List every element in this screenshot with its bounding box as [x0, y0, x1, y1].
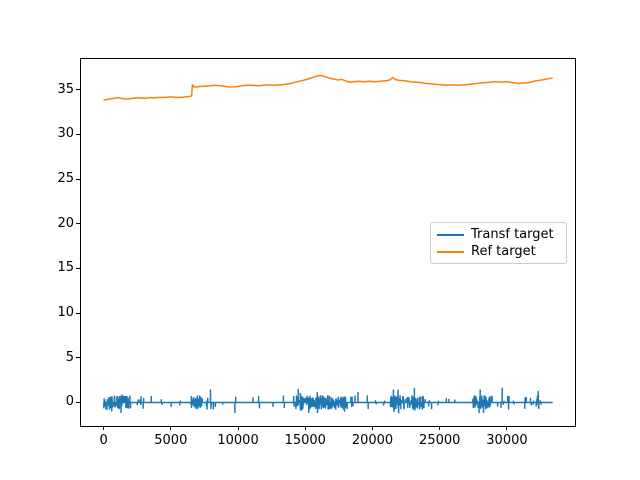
x-tick-label: 5000: [154, 433, 188, 448]
legend-label: Ref target: [471, 244, 536, 259]
legend-entry: Ref target: [437, 243, 558, 260]
x-tick-mark: [372, 426, 373, 430]
x-tick-mark: [237, 426, 239, 430]
y-tick-mark: [76, 89, 80, 91]
x-tick-label: 30000: [486, 433, 528, 448]
y-tick-label: 5: [65, 349, 74, 365]
y-tick-mark: [76, 312, 80, 314]
legend: Transf target Ref target: [430, 222, 567, 264]
x-tick-mark: [506, 426, 508, 430]
x-tick-label: 0: [99, 433, 108, 448]
y-tick-mark: [76, 133, 80, 135]
x-tick-label: 25000: [419, 433, 461, 448]
y-tick-label: 35: [57, 81, 74, 97]
x-tick-mark: [304, 426, 306, 430]
x-tick-mark: [439, 426, 441, 430]
x-tick-mark: [103, 426, 105, 430]
x-tick-label: 20000: [351, 433, 394, 448]
legend-line-sample: [437, 233, 464, 236]
y-tick-mark: [76, 223, 80, 225]
y-tick-label: 20: [57, 215, 74, 231]
y-tick-mark: [76, 267, 80, 269]
chart-svg: [103, 74, 553, 414]
y-tick-mark: [76, 178, 80, 180]
x-tick-mark: [170, 426, 172, 430]
x-tick-label: 10000: [217, 433, 259, 448]
y-tick-label: 10: [57, 305, 74, 321]
y-tick-mark: [76, 357, 80, 359]
legend-entry: Transf target: [437, 226, 558, 243]
legend-label: Transf target: [471, 227, 554, 242]
y-tick-label: 0: [65, 394, 74, 410]
series-ref-target: [103, 74, 553, 101]
x-tick-label: 15000: [284, 433, 326, 448]
y-tick-label: 25: [57, 171, 74, 187]
y-tick-mark: [76, 401, 80, 403]
series-transf-target: [103, 387, 553, 414]
y-tick-label: 30: [57, 126, 74, 142]
y-tick-label: 15: [57, 260, 74, 276]
legend-line-sample: [437, 250, 464, 253]
